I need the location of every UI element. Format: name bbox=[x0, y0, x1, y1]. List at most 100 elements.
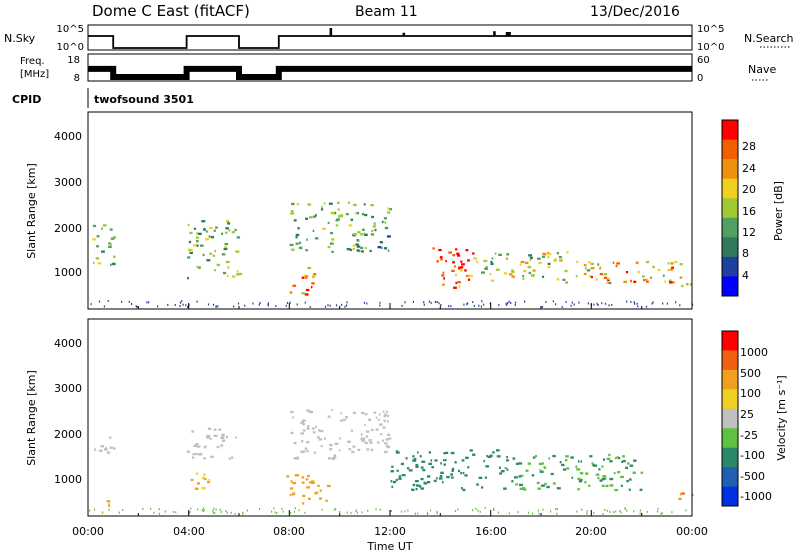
power-cell-3-81 bbox=[384, 247, 388, 250]
velocity-cell-7-84 bbox=[518, 462, 522, 465]
power-cell-3-84 bbox=[295, 233, 300, 237]
velocity-cell-2-29 bbox=[200, 453, 203, 456]
velocity-cell-2-27 bbox=[210, 455, 214, 458]
velocity-cell-7-83 bbox=[585, 472, 589, 475]
power-cell-4-4 bbox=[448, 251, 452, 254]
velocity-cell-5-37 bbox=[361, 439, 366, 442]
velocity-cell-7-52 bbox=[539, 469, 542, 472]
velocity-cell-2-9 bbox=[206, 434, 211, 438]
power-cell-4-34 bbox=[459, 266, 464, 269]
velocity-ground-43 bbox=[226, 511, 228, 514]
power-cell-3-36 bbox=[361, 212, 364, 216]
velocity-ground-86 bbox=[390, 510, 392, 512]
velocity-ground-111 bbox=[290, 511, 292, 514]
power-ground-85 bbox=[597, 304, 599, 307]
power-ground-77 bbox=[237, 302, 240, 305]
freq-unit-label: [MHz] bbox=[20, 69, 49, 80]
power-cell-1-36 bbox=[213, 269, 216, 272]
power-cell-1-6 bbox=[214, 249, 216, 253]
velocity-ground-100 bbox=[203, 509, 205, 512]
power-cell-0-14 bbox=[102, 224, 107, 227]
velocity-ground-96 bbox=[304, 511, 306, 514]
vel-cbar-swatch-7 bbox=[722, 467, 738, 487]
power-cell-1-46 bbox=[205, 230, 208, 233]
velocity-cell-5-12 bbox=[383, 426, 386, 429]
power-cell-3-21 bbox=[364, 233, 368, 236]
velocity-cell-4-2 bbox=[314, 492, 318, 495]
velocity-cell-7-37 bbox=[593, 464, 598, 467]
velocity-cell-6-12 bbox=[503, 487, 507, 490]
power-cell-4-2 bbox=[455, 248, 458, 251]
velocity-ground-26 bbox=[276, 512, 278, 515]
power-ground-84 bbox=[327, 304, 329, 307]
xtick-0000: 00:00 bbox=[72, 525, 104, 538]
power-ground-78 bbox=[514, 301, 517, 304]
velocity-ground-46 bbox=[225, 509, 227, 512]
velocity-cell-5-41 bbox=[370, 428, 374, 432]
power-cell-7-1 bbox=[681, 284, 684, 288]
velocity-ground-9 bbox=[346, 511, 348, 514]
velocity-cell-6-33 bbox=[496, 449, 500, 452]
power-ground-92 bbox=[630, 300, 632, 303]
velocity-cell-4-24 bbox=[302, 494, 306, 498]
power-cell-3-92 bbox=[352, 233, 357, 236]
xtick-0400: 04:00 bbox=[173, 525, 205, 538]
velocity-cell-5-9 bbox=[384, 413, 387, 416]
velocity-cell-6-0 bbox=[401, 474, 406, 477]
velocity-cell-7-8 bbox=[525, 469, 529, 472]
nave-right-tick-top: 60 bbox=[697, 55, 710, 66]
velocity-cell-6-49 bbox=[417, 451, 419, 454]
velocity-cell-7-42 bbox=[601, 484, 605, 487]
power-cell-3-63 bbox=[361, 250, 364, 253]
power-cell-4-3 bbox=[465, 249, 469, 252]
vel-cbar-tick-neg100: -100 bbox=[740, 449, 765, 462]
velocity-cell-6-16 bbox=[472, 453, 476, 456]
power-cell-6-11 bbox=[603, 273, 607, 276]
velocity-cell-7-22 bbox=[548, 457, 550, 460]
power-cell-6-28 bbox=[643, 278, 645, 282]
velocity-cell-2-28 bbox=[226, 436, 229, 439]
power-cell-1-26 bbox=[200, 244, 204, 247]
power-cell-6-25 bbox=[646, 280, 649, 283]
velocity-cell-8-3 bbox=[679, 493, 682, 496]
power-cell-1-37 bbox=[221, 232, 224, 235]
velocity-ground-52 bbox=[604, 508, 606, 511]
vel-cbar-swatch-4 bbox=[722, 408, 738, 429]
power-cell-5-31 bbox=[511, 275, 515, 278]
velocity-ground-102 bbox=[273, 507, 275, 510]
power-cell-5-28 bbox=[566, 251, 569, 254]
power-cell-6-23 bbox=[606, 281, 609, 284]
velocity-ground-38 bbox=[633, 510, 635, 513]
velocity-ground-65 bbox=[508, 512, 510, 515]
power-ground-11 bbox=[570, 304, 572, 307]
power-cell-3-68 bbox=[312, 229, 315, 232]
velocity-ground-6 bbox=[586, 512, 588, 515]
power-cell-5-48 bbox=[529, 258, 532, 262]
power-cell-5-43 bbox=[490, 262, 494, 266]
power-ground-87 bbox=[121, 300, 123, 303]
velocity-cell-5-44 bbox=[323, 437, 326, 440]
power-ground-60 bbox=[252, 302, 254, 305]
velocity-cell-7-4 bbox=[614, 488, 619, 492]
velocity-cell-7-74 bbox=[512, 457, 516, 460]
velocity-cell-6-52 bbox=[438, 477, 443, 480]
velocity-cell-7-43 bbox=[577, 460, 580, 463]
velocity-cell-5-25 bbox=[300, 432, 305, 435]
velocity-cell-4-5 bbox=[325, 499, 328, 502]
velocity-ground-51 bbox=[417, 512, 419, 515]
velocity-cell-6-47 bbox=[451, 476, 454, 479]
power-cell-4-29 bbox=[460, 269, 463, 272]
x-axis-label: Time UT bbox=[366, 540, 412, 553]
velocity-cell-6-31 bbox=[440, 462, 442, 465]
velocity-cell-7-49 bbox=[591, 462, 594, 465]
freq-left-tick-top: 18 bbox=[67, 55, 80, 66]
velocity-cell-2-25 bbox=[205, 445, 207, 448]
power-ground-63 bbox=[296, 303, 298, 306]
power-cell-1-24 bbox=[213, 229, 216, 232]
power-cell-3-93 bbox=[370, 233, 374, 236]
velocity-cell-7-77 bbox=[620, 484, 623, 487]
velocity-cell-2-5 bbox=[203, 457, 206, 460]
power-cell-5-10 bbox=[556, 252, 559, 255]
velocity-cell-5-13 bbox=[333, 454, 337, 457]
vel-cbar-tick-1000: 1000 bbox=[740, 346, 768, 359]
